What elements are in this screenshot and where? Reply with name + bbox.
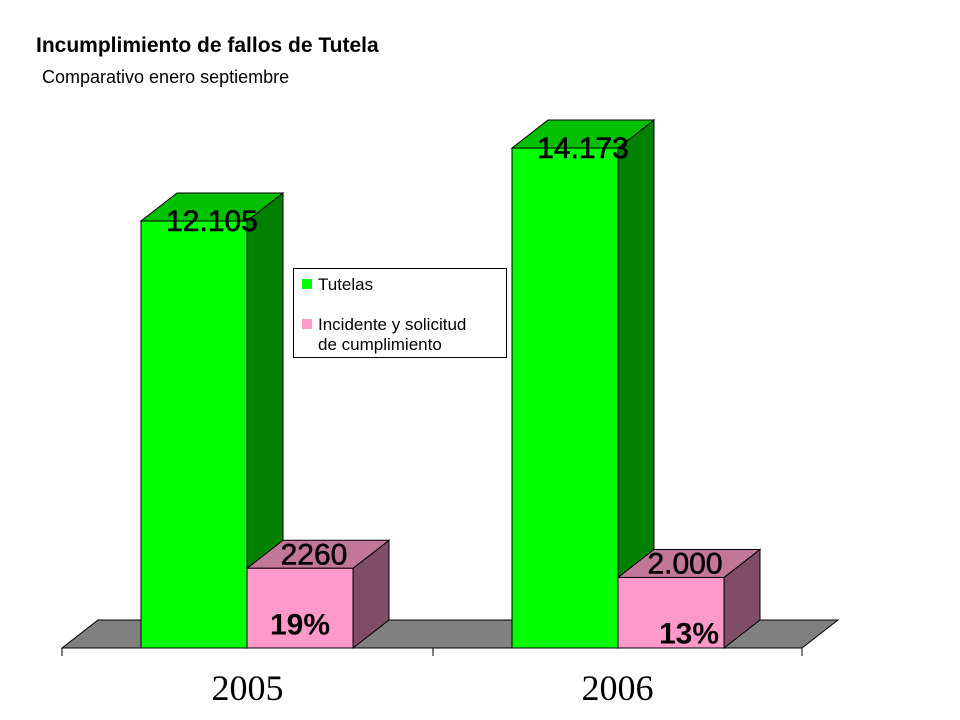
legend-swatch-tutelas [302, 279, 312, 289]
legend-label-incidente: Incidente y solicitud de cumplimiento [318, 315, 467, 354]
x-tick-label-2006: 2006 [582, 668, 654, 708]
chart-title: Incumplimiento de fallos de Tutela [36, 34, 379, 57]
x-tick-label-2005: 2005 [212, 668, 284, 708]
percentage-label-2006: 13% [659, 617, 719, 650]
legend-swatch-incidente [302, 319, 312, 329]
bar-tutelas-2005 [140, 220, 248, 649]
legend-item-incidente: Incidente y solicitud de cumplimiento [302, 315, 466, 355]
value-label-incidente-2006: 2.000 [647, 547, 722, 580]
value-label-tutelas-2006: 14.173 [537, 132, 629, 165]
value-label-tutelas-2005: 12.105 [166, 205, 258, 238]
legend-item-tutelas: Tutelas [302, 275, 373, 295]
bar-incidente-2006 [617, 576, 725, 649]
chart-legend: Tutelas Incidente y solicitud de cumplim… [293, 268, 507, 358]
bar-tutelas-2006 [511, 147, 619, 649]
chart-subtitle: Comparativo enero septiembre [42, 67, 290, 87]
value-label-incidente-2005: 2260 [281, 538, 348, 571]
percentage-label-2005: 19% [270, 608, 330, 641]
bar-incidente-2005 [246, 567, 354, 649]
legend-label-tutelas: Tutelas [318, 275, 374, 294]
